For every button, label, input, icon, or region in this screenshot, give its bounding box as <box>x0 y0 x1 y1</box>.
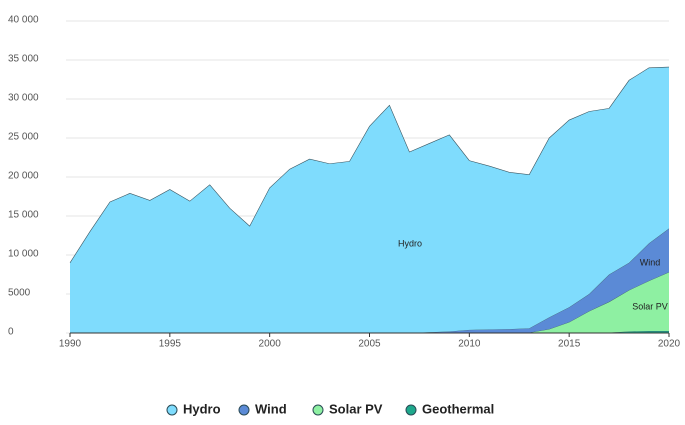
legend-label: Geothermal <box>422 401 494 416</box>
y-tick-label: 30 000 <box>8 93 39 104</box>
legend-label: Solar PV <box>329 401 383 416</box>
y-tick-label: 35 000 <box>8 54 39 65</box>
y-tick-label: 10 000 <box>8 249 39 260</box>
area-label: Wind <box>640 257 661 267</box>
area-label: Solar PV <box>632 301 668 311</box>
x-tick-label: 2005 <box>358 339 381 350</box>
area-edge <box>69 66 670 263</box>
legend-label: Hydro <box>183 401 221 416</box>
x-tick-label: 1995 <box>159 339 182 350</box>
y-tick-label: 15 000 <box>8 210 39 221</box>
legend-marker <box>312 404 324 416</box>
y-tick-label: 20 000 <box>8 171 39 182</box>
area <box>70 272 669 333</box>
y-tick-label: 40 000 <box>8 15 39 26</box>
y-tick-label: 5000 <box>8 288 31 299</box>
x-tick-label: 2010 <box>458 339 481 350</box>
x-tick-label: 1990 <box>59 339 82 350</box>
area-label: Hydro <box>398 238 422 248</box>
x-tick-label: 2020 <box>658 339 681 350</box>
x-tick-label: 2015 <box>558 339 581 350</box>
y-tick-label: 0 <box>8 327 14 338</box>
legend-marker <box>238 404 250 416</box>
x-tick-label: 2000 <box>259 339 282 350</box>
legend-label: Wind <box>255 401 287 416</box>
legend-marker <box>166 404 178 416</box>
y-tick-label: 25 000 <box>8 132 39 143</box>
legend-marker <box>405 404 417 416</box>
area <box>70 67 669 334</box>
